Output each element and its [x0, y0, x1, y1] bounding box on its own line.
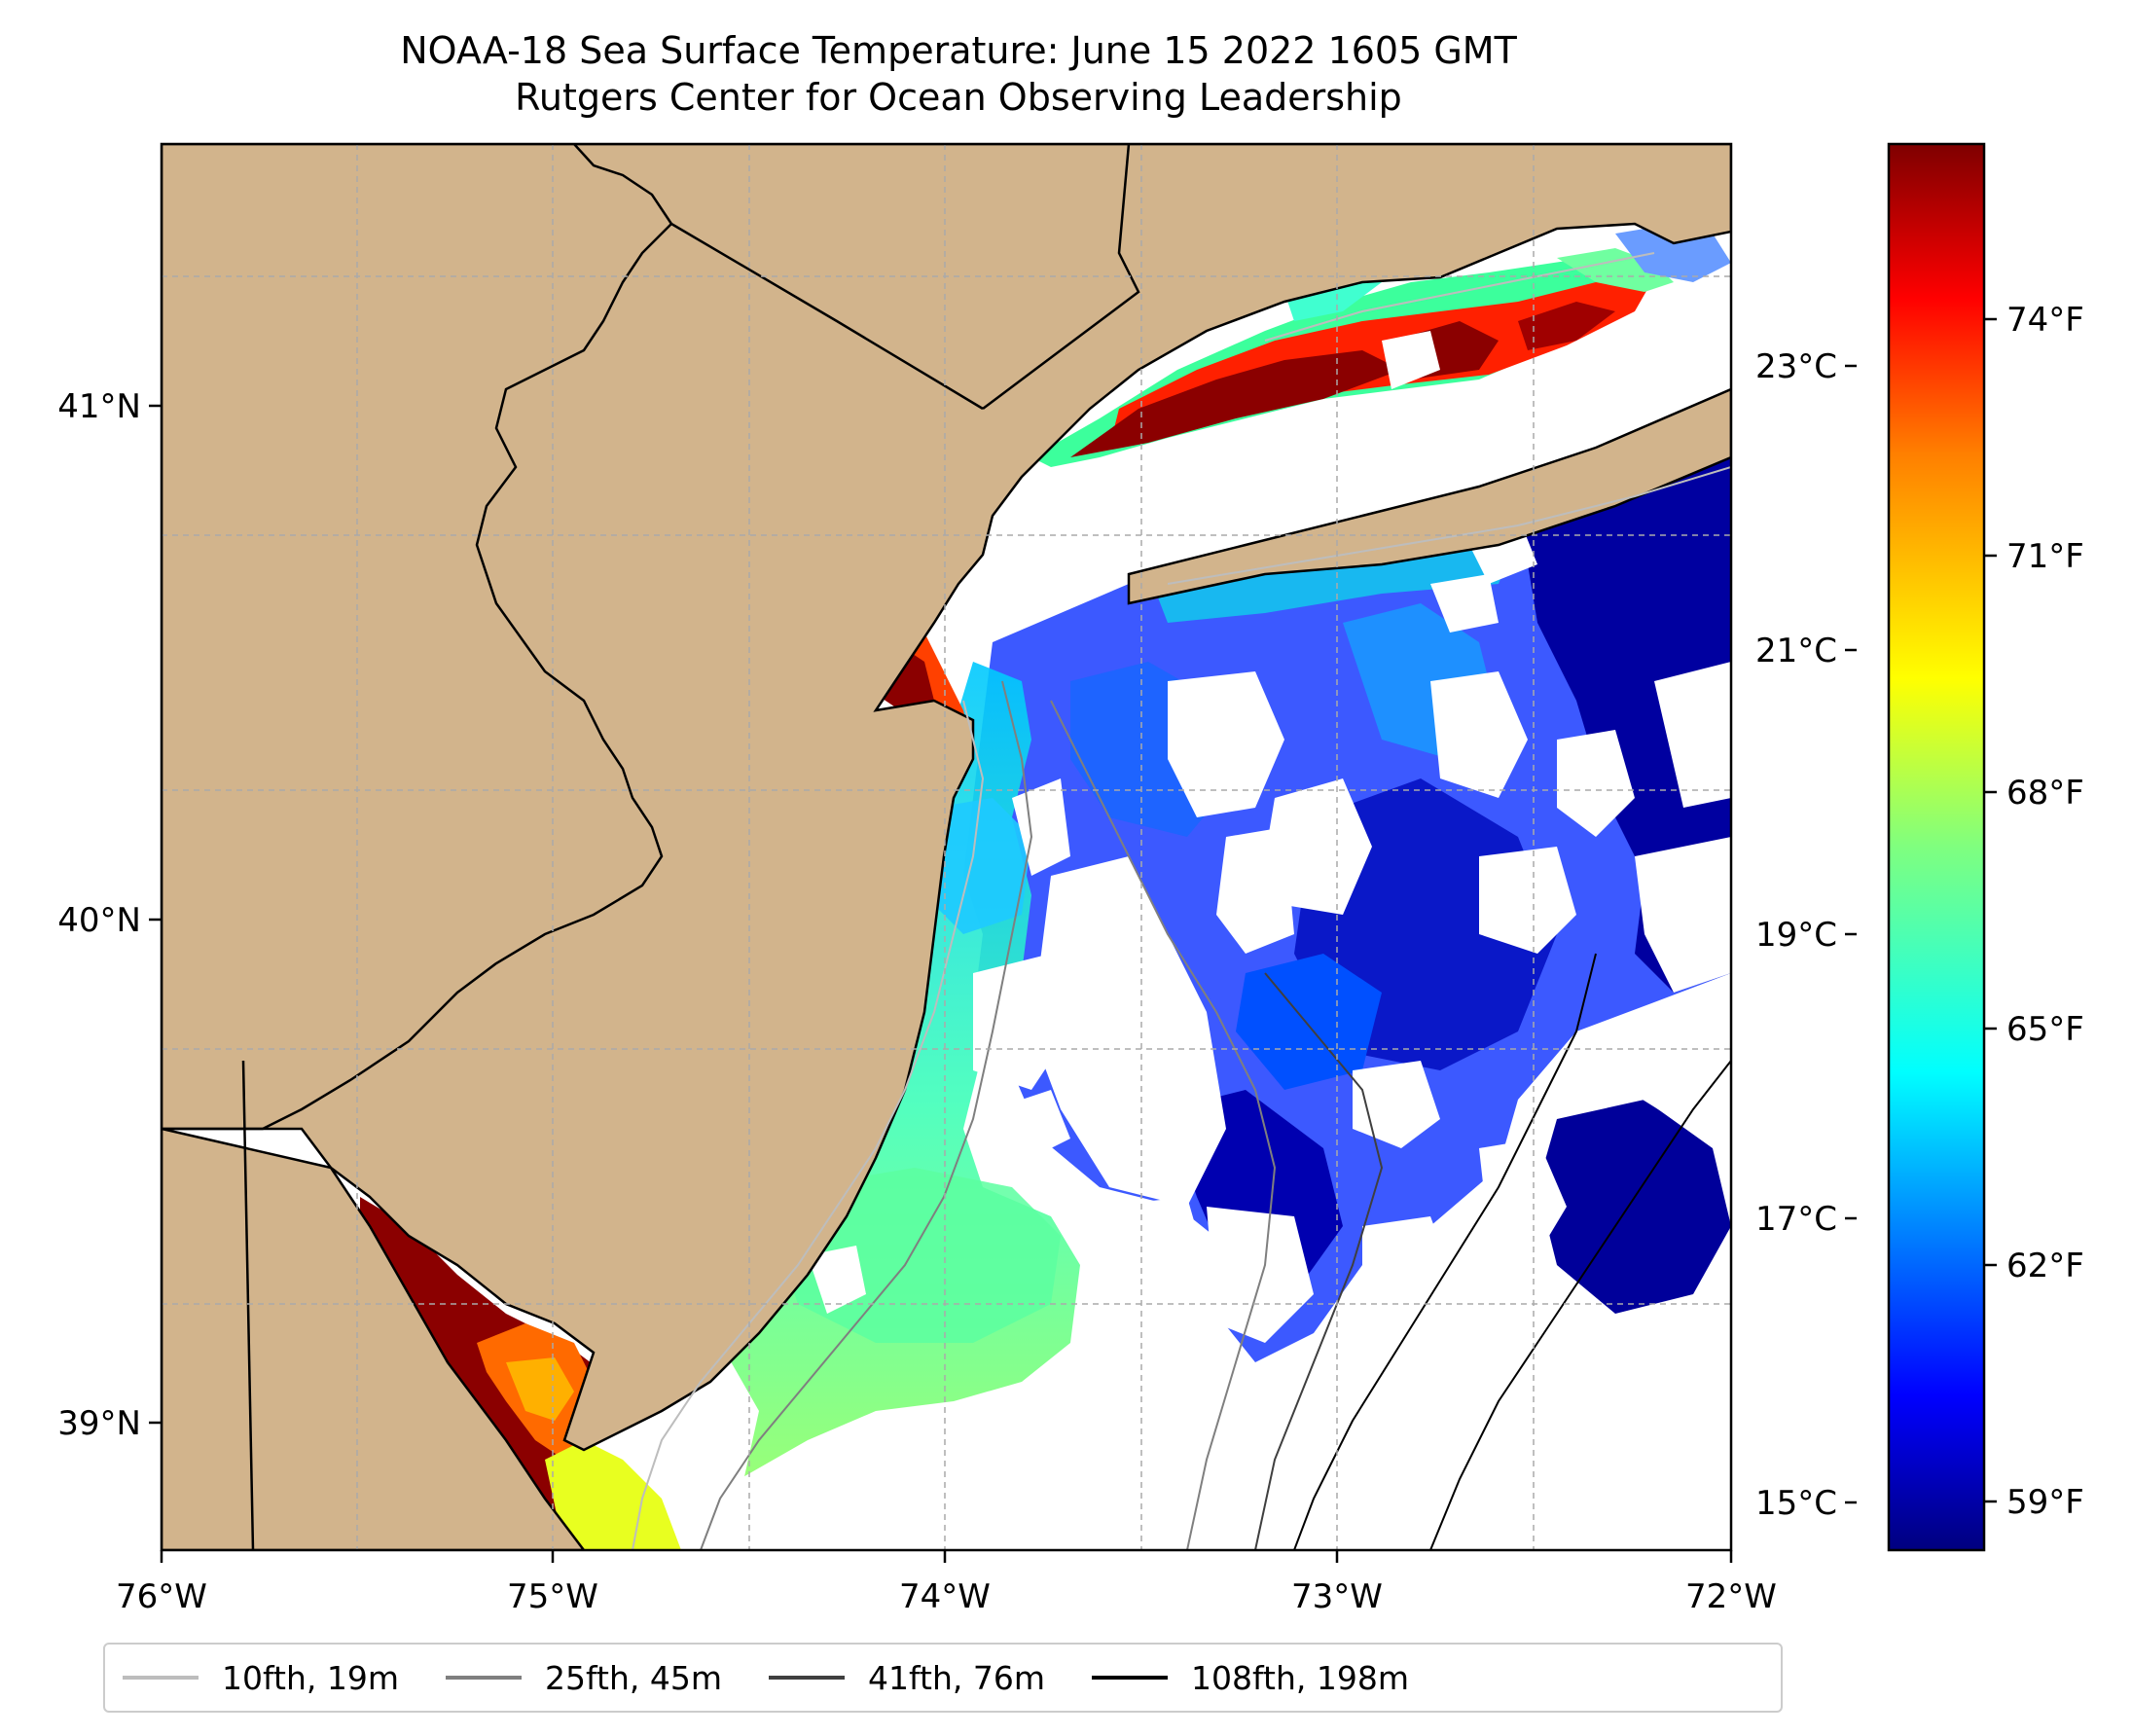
fahrenheit-label-62: 62°F	[2006, 1247, 2084, 1285]
legend-item-25fth: 25fth, 45m	[428, 1659, 722, 1697]
bathymetry-legend: 10fth, 19m 25fth, 45m 41fth, 76m 108fth,…	[103, 1643, 1783, 1713]
state-borders	[162, 144, 1140, 1550]
map-frame	[160, 142, 1733, 1552]
gridlines	[162, 144, 1731, 1550]
land-masses	[162, 144, 1731, 1550]
lon-label-75w: 75°W	[507, 1577, 598, 1616]
colorbar	[1887, 142, 1986, 1552]
legend-item-108fth: 108fth, 198m	[1074, 1659, 1409, 1697]
lon-label-76w: 76°W	[116, 1577, 207, 1616]
map-plot-area	[162, 144, 1731, 1550]
map-title: NOAA-18 Sea Surface Temperature: June 15…	[0, 27, 1917, 121]
celsius-label-21: 21°C	[1755, 632, 1837, 670]
fahrenheit-label-68: 68°F	[2006, 774, 2084, 813]
legend-swatch-108fth	[1092, 1676, 1168, 1680]
cloud-gaps	[603, 516, 1731, 1550]
celsius-label-17: 17°C	[1755, 1200, 1837, 1239]
lat-label-40n: 40°N	[57, 901, 141, 940]
fahrenheit-label-59: 59°F	[2006, 1483, 2084, 1522]
fahrenheit-axis-ticks	[1984, 317, 1997, 1503]
legend-swatch-10fth	[123, 1676, 199, 1680]
celsius-label-19: 19°C	[1755, 916, 1837, 955]
legend-label-41fth: 41fth, 76m	[868, 1658, 1045, 1697]
fahrenheit-label-71: 71°F	[2006, 537, 2084, 576]
fahrenheit-label-74: 74°F	[2006, 301, 2084, 340]
legend-label-25fth: 25fth, 45m	[545, 1658, 722, 1697]
map-title-line2: Rutgers Center for Ocean Observing Leade…	[515, 76, 1402, 119]
legend-label-108fth: 108fth, 198m	[1191, 1658, 1409, 1697]
celsius-label-15: 15°C	[1755, 1484, 1837, 1523]
sst-delaware-bay	[360, 1197, 681, 1550]
legend-swatch-25fth	[446, 1676, 522, 1680]
bathymetry-contours	[632, 252, 1731, 1550]
lon-label-74w: 74°W	[899, 1577, 991, 1616]
legend-item-10fth: 10fth, 19m	[105, 1659, 399, 1697]
lat-label-39n: 39°N	[57, 1404, 141, 1443]
lon-label-72w: 72°W	[1685, 1577, 1777, 1616]
legend-swatch-41fth	[769, 1676, 845, 1680]
axis-ticks	[149, 404, 1733, 1563]
map-title-line1: NOAA-18 Sea Surface Temperature: June 15…	[400, 29, 1517, 72]
lat-label-41n: 41°N	[57, 387, 141, 426]
sst-long-island-sound	[1031, 224, 1731, 467]
legend-label-10fth: 10fth, 19m	[222, 1658, 399, 1697]
fahrenheit-label-65: 65°F	[2006, 1010, 2084, 1049]
legend-item-41fth: 41fth, 76m	[751, 1659, 1045, 1697]
celsius-axis-ticks	[1845, 364, 1857, 1504]
celsius-label-23: 23°C	[1755, 347, 1837, 386]
lon-label-73w: 73°W	[1291, 1577, 1383, 1616]
